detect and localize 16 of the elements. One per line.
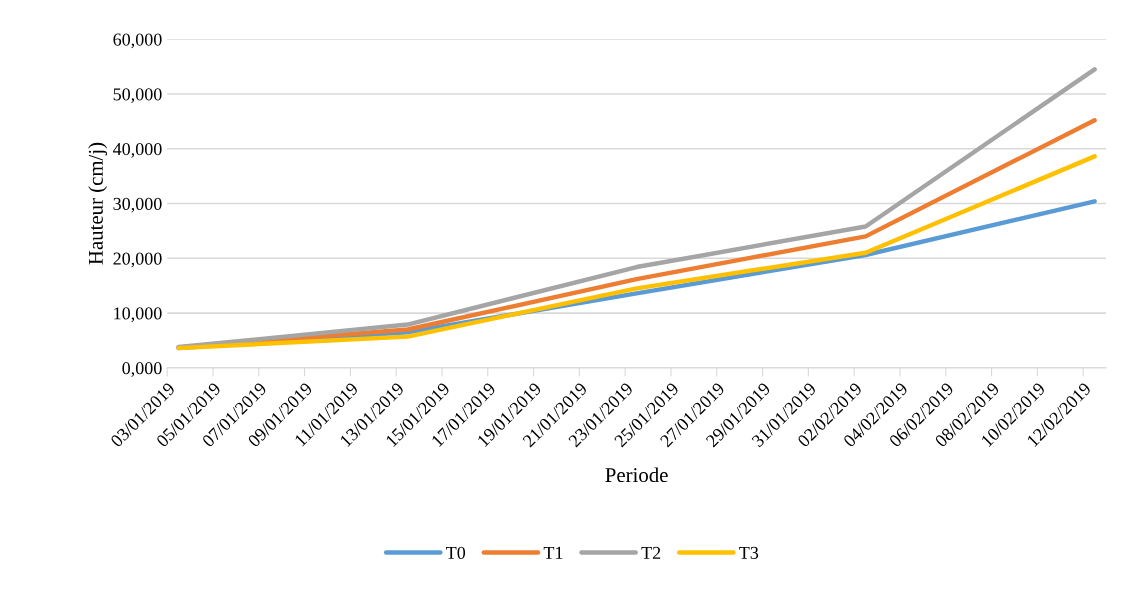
y-axis-title: Hauteur (cm/j) <box>88 142 108 265</box>
y-tick-label: 20,000 <box>113 252 162 268</box>
y-tick-label: 30,000 <box>113 197 162 213</box>
line-series <box>176 67 1097 350</box>
legend-label: T0 <box>446 546 466 559</box>
legend-label: T1 <box>543 546 563 559</box>
line-series <box>176 154 1097 351</box>
x-axis-title: Periode <box>605 467 668 483</box>
y-tick-label: 0,000 <box>122 362 162 377</box>
y-tick-label: 60,000 <box>113 33 162 49</box>
legend-label: T2 <box>641 546 661 559</box>
y-tick-label: 50,000 <box>113 88 162 104</box>
legend-label: T3 <box>739 546 759 559</box>
y-tick-label: 40,000 <box>113 143 162 158</box>
line-series <box>176 118 1097 350</box>
y-tick-label: 10,000 <box>114 307 162 323</box>
